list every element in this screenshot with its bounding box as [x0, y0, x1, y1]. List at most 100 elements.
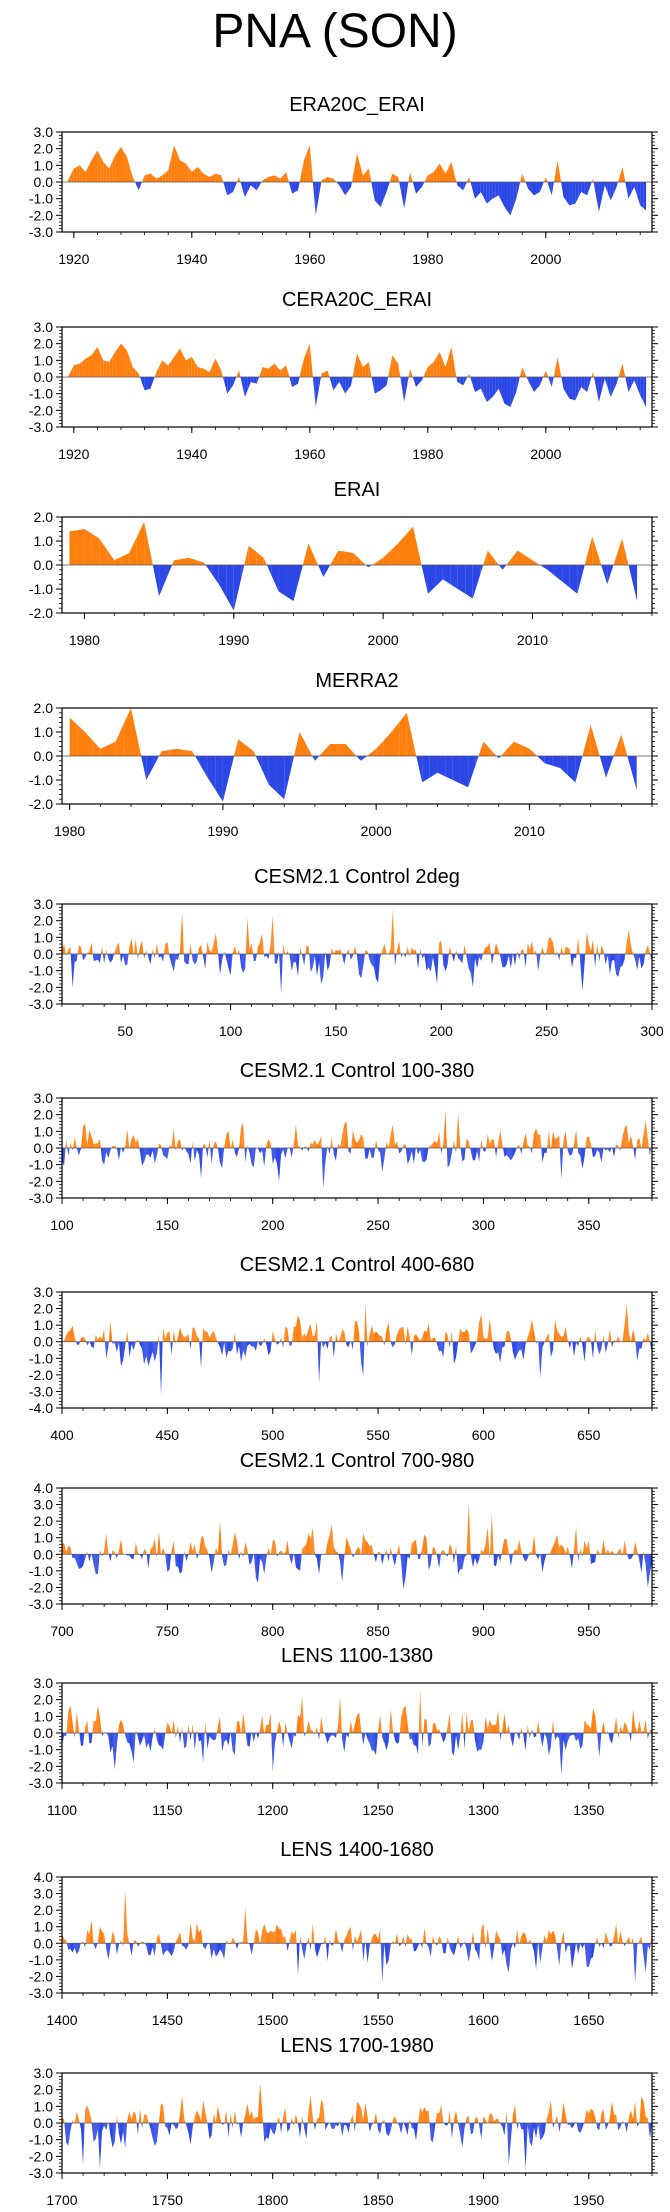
- area-mark: [151, 1733, 152, 1751]
- area-mark: [381, 1336, 382, 1341]
- area-mark: [589, 944, 590, 954]
- area-mark: [65, 950, 66, 954]
- area-mark: [342, 1329, 343, 1341]
- area-mark: [364, 1733, 365, 1739]
- area-mark: [648, 1554, 649, 1587]
- area-mark: [433, 1142, 434, 1148]
- area-mark: [296, 1726, 297, 1734]
- area-mark: [79, 1554, 80, 1569]
- area-mark: [565, 1733, 566, 1750]
- area-mark: [345, 1538, 346, 1555]
- area-mark: [157, 944, 158, 955]
- area-mark: [414, 1733, 415, 1746]
- area-mark: [167, 1332, 168, 1342]
- area-mark: [471, 1342, 472, 1354]
- area-mark: [239, 1342, 240, 1354]
- area-mark: [529, 1551, 530, 1554]
- area-mark: [372, 1733, 373, 1751]
- area-mark: [410, 369, 413, 377]
- area-mark: [67, 1546, 68, 1554]
- area-mark: [338, 1143, 339, 1148]
- area-mark: [350, 1148, 351, 1153]
- area-mark: [120, 1720, 121, 1733]
- area-mark: [183, 355, 186, 378]
- area-mark: [441, 1551, 442, 1554]
- area-mark: [282, 1342, 283, 1348]
- area-mark: [483, 1148, 484, 1151]
- area-mark: [639, 1720, 640, 1733]
- area-mark: [251, 1554, 252, 1563]
- area-mark: [181, 1331, 182, 1342]
- area-mark: [336, 1334, 337, 1342]
- area-mark: [98, 1554, 99, 1574]
- area-mark: [196, 1148, 197, 1156]
- area-mark: [224, 1342, 225, 1350]
- area-mark: [522, 745, 530, 756]
- area-mark: [286, 565, 293, 601]
- area-mark: [95, 954, 96, 961]
- area-mark: [286, 1540, 287, 1554]
- area-mark: [270, 943, 271, 954]
- area-mark: [377, 1145, 378, 1148]
- area-mark: [76, 1943, 77, 1954]
- area-mark: [377, 1733, 378, 1743]
- area-mark: [555, 1320, 556, 1341]
- area-mark: [89, 1130, 90, 1148]
- area-mark: [79, 1342, 80, 1345]
- area-mark: [230, 182, 233, 194]
- area-mark: [278, 954, 279, 957]
- area-mark: [144, 1342, 145, 1365]
- area-mark: [456, 1133, 457, 1148]
- area-mark: [109, 954, 110, 963]
- area-mark: [135, 1733, 136, 1746]
- area-mark: [427, 1539, 428, 1555]
- area-mark: [108, 1148, 109, 1158]
- area-mark: [266, 177, 269, 182]
- area-mark: [271, 1713, 272, 1733]
- area-mark: [400, 1148, 401, 1153]
- area-mark: [176, 1554, 177, 1566]
- area-mark: [391, 722, 399, 756]
- area-mark: [143, 1342, 144, 1365]
- area-mark: [195, 1148, 196, 1161]
- area-mark: [289, 1733, 290, 1741]
- area-mark: [197, 1336, 198, 1341]
- area-mark: [293, 1554, 294, 1558]
- area-mark: [70, 1547, 71, 1554]
- area-mark: [294, 732, 299, 756]
- area-mark: [473, 1720, 474, 1733]
- area-mark: [428, 1322, 429, 1341]
- area-mark: [619, 1549, 620, 1554]
- area-mark: [109, 1554, 110, 1557]
- area-mark: [307, 1533, 308, 1554]
- area-mark: [330, 1337, 331, 1342]
- area-mark: [499, 1725, 500, 1733]
- area-mark: [625, 1722, 626, 1733]
- area-mark: [168, 1554, 169, 1570]
- area-mark: [587, 182, 590, 195]
- area-mark: [419, 377, 422, 384]
- area-mark: [553, 1544, 554, 1554]
- area-mark: [647, 1130, 648, 1148]
- area-mark: [372, 1148, 373, 1158]
- y-tick-label: 1.0: [34, 724, 54, 740]
- x-tick-label: 100: [219, 1023, 243, 1039]
- area-mark: [545, 1554, 546, 1560]
- area-mark: [339, 377, 342, 388]
- area-mark: [252, 1342, 253, 1347]
- area-mark: [164, 944, 165, 954]
- x-tick-label: 1990: [207, 823, 238, 839]
- area-mark: [414, 748, 416, 756]
- area-mark: [180, 1327, 181, 1341]
- area-mark: [207, 1733, 208, 1749]
- area-mark: [64, 1733, 65, 1736]
- area-mark: [134, 1554, 135, 1559]
- area-mark: [319, 1554, 320, 1574]
- area-mark: [85, 1728, 86, 1734]
- area-mark: [616, 1144, 617, 1148]
- area-mark: [134, 1342, 135, 1350]
- area-mark: [432, 1546, 433, 1554]
- area-mark: [561, 1545, 562, 1555]
- area-mark: [416, 1733, 417, 1750]
- area-mark: [314, 954, 315, 962]
